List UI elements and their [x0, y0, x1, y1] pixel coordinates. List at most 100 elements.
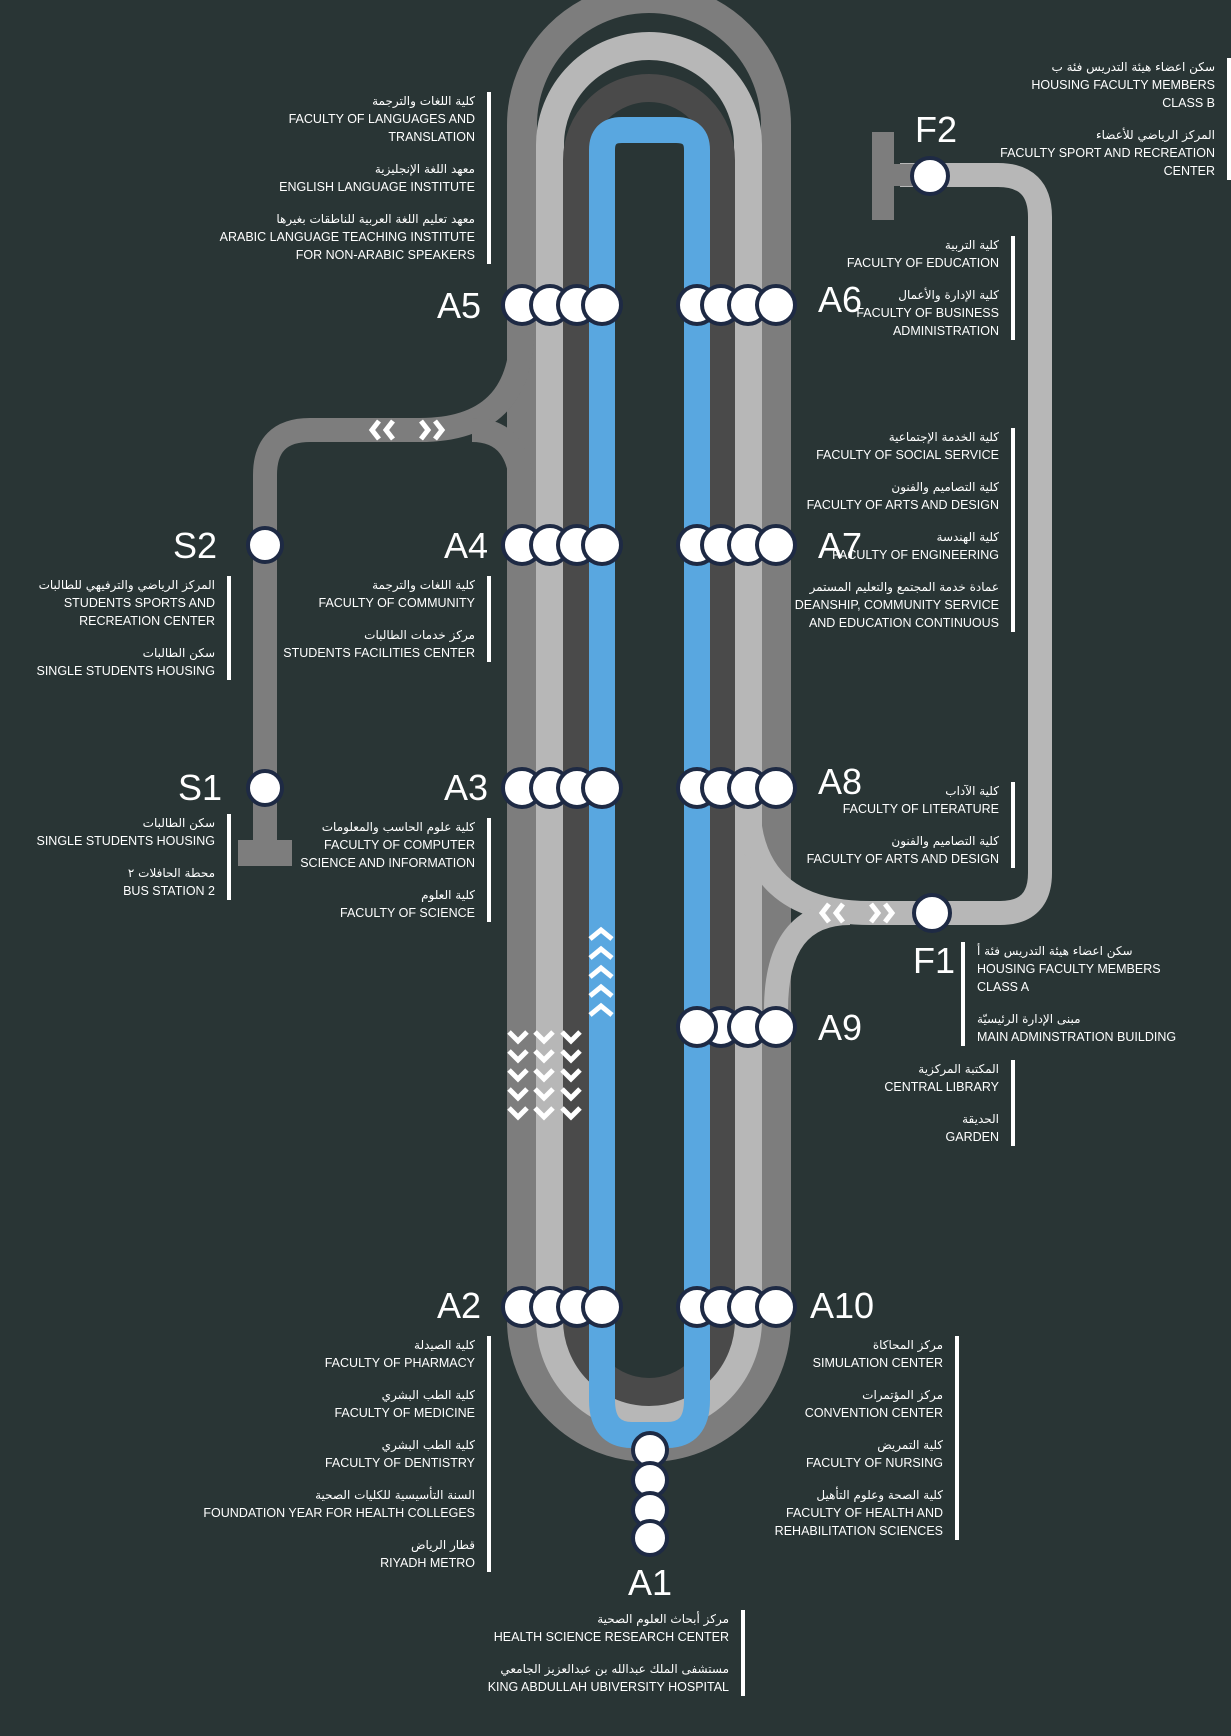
info-block-a1: مركز أبحاث العلوم الصحية HEALTH SCIENCE R… — [488, 1610, 745, 1696]
arabic-name: المركز الرياضي للأعضاء — [1096, 128, 1215, 142]
english-name: GARDEN — [945, 1130, 999, 1144]
down-chevron — [507, 1030, 529, 1045]
info-entry: كلية الإدارة والأعمال FACULTY OF BUSINESS… — [847, 286, 999, 340]
arabic-name: الحديقة — [962, 1112, 999, 1126]
down-chevron — [533, 1087, 555, 1102]
station-stop-a9 — [676, 1006, 718, 1048]
station-stops — [246, 156, 952, 1557]
arabic-name: مركز المؤتمرات — [862, 1388, 943, 1402]
arabic-name: كلية الصحة وعلوم التأهيل — [816, 1488, 943, 1502]
english-name: FACULTY OF ENGINEERING — [832, 548, 999, 562]
arabic-name: معهد اللغة الإنجليزية — [374, 162, 475, 176]
arabic-name: مركز خدمات الطالبات — [364, 628, 475, 642]
down-chevron — [560, 1049, 582, 1064]
english-name: BUS STATION 2 — [123, 884, 215, 898]
arabic-name: مبنى الإدارة الرئيسيّة — [977, 1012, 1081, 1026]
arabic-name: سكن الطالبات — [142, 646, 215, 660]
english-name: FACULTY OF ARTS AND DESIGN — [806, 852, 999, 866]
right-chevron — [883, 902, 896, 924]
info-entry: مستشفى الملك عبدالله بن عبدالعزيز الجامع… — [488, 1660, 729, 1696]
arabic-name: مستشفى الملك عبدالله بن عبدالعزيز الجامع… — [500, 1662, 729, 1676]
info-entry: المركز الرياضي للأعضاء FACULTY SPORT AND … — [1000, 126, 1215, 180]
s-branch-connector — [471, 418, 534, 496]
station-stop-a9 — [755, 1006, 797, 1048]
down-chevron — [533, 1068, 555, 1083]
info-entry: كلية التصاميم والفنون FACULTY OF ARTS AND… — [807, 832, 999, 868]
station-stop-a10 — [755, 1286, 797, 1328]
down-chevron — [533, 1049, 555, 1064]
info-block-f1: سكن اعضاء هيئة التدريس فئة أ HOUSING FACU… — [961, 942, 1176, 1046]
english-name: FACULTY OF MEDICINE — [334, 1406, 475, 1420]
info-entry: محطة الحافلات ٢ BUS STATION 2 — [37, 864, 215, 900]
right-chevron — [419, 419, 432, 441]
station-label-a4: A4 — [444, 525, 489, 566]
english-name: SINGLE STUDENTS HOUSING — [36, 664, 216, 678]
info-block-s1: سكن الطالبات SINGLE STUDENTS HOUSING محطة … — [37, 814, 231, 900]
down-chevron — [533, 1106, 555, 1121]
f-branch-track — [736, 163, 1052, 925]
arabic-name: عمادة خدمة المجتمع والتعليم المستمر — [809, 580, 999, 594]
down-chevron — [507, 1068, 529, 1083]
english-name: STUDENTS SPORTS AND RECREATION CENTER — [63, 596, 215, 628]
station-stop-a4 — [581, 524, 623, 566]
info-block-a4: كلية اللغات والترجمة FACULTY OF COMMUNITY… — [283, 576, 491, 662]
info-block-a8: كلية الآداب FACULTY OF LITERATURE كلية الت… — [807, 782, 1015, 868]
info-entry: كلية التصاميم والفنون FACULTY OF ARTS AND… — [795, 478, 999, 514]
arabic-name: كلية اللغات والترجمة — [372, 578, 475, 592]
arabic-name: كلية الطب البشري — [381, 1388, 475, 1402]
info-entry: كلية التربية FACULTY OF EDUCATION — [847, 236, 999, 272]
info-block-a9: المكتبة المركزية CENTRAL LIBRARY الحديقة GA… — [884, 1060, 1015, 1146]
station-label-a1: A1 — [628, 1562, 673, 1603]
up-chevron — [588, 926, 614, 941]
info-entry: مركز أبحاث العلوم الصحية HEALTH SCIENCE R… — [488, 1610, 729, 1646]
blue-route-track-loop — [602, 132, 697, 1405]
english-name: FOUNDATION YEAR FOR HEALTH COLLEGES — [203, 1506, 475, 1520]
route-tracks — [238, 0, 1052, 1462]
english-name: FACULTY OF DENTISTRY — [324, 1456, 475, 1470]
english-name: FACULTY OF COMMUNITY — [318, 596, 476, 610]
info-entry: الحديقة GARDEN — [884, 1110, 999, 1146]
station-label-a6: A6 — [818, 279, 863, 320]
blue-loop — [589, 117, 710, 1448]
info-entry: كلية الطب البشري FACULTY OF MEDICINE — [203, 1386, 475, 1422]
station-label-a3: A3 — [444, 767, 489, 808]
arabic-name: مركز المحاكاة — [872, 1338, 943, 1352]
down-chevron — [560, 1030, 582, 1045]
info-entry: كلية اللغات والترجمة FACULTY OF COMMUNITY — [283, 576, 476, 612]
english-name: FACULTY OF SOCIAL SERVICE — [816, 448, 999, 462]
right-chevron — [433, 419, 446, 441]
f-branch-connector — [764, 901, 851, 1011]
station-label-s2: S2 — [173, 525, 218, 566]
english-name: FACULTY OF ARTS AND DESIGN — [806, 498, 999, 512]
info-entry: كلية اللغات والترجمة FACULTY OF LANGUAGES… — [220, 92, 475, 146]
arabic-name: قطار الرياض — [411, 1538, 475, 1552]
station-label-f1: F1 — [913, 940, 956, 981]
info-entry: كلية العلوم FACULTY OF SCIENCE — [300, 886, 475, 922]
arabic-name: كلية الإدارة والأعمال — [898, 288, 999, 302]
arabic-name: سكن الطالبات — [142, 816, 215, 830]
arabic-name: سكن اعضاء هيئة التدريس فئة أ — [977, 944, 1133, 958]
english-name: FACULTY OF LANGUAGES AND TRANSLATION — [288, 112, 475, 144]
arabic-name: كلية التصاميم والفنون — [891, 480, 999, 494]
down-chevron — [507, 1106, 529, 1121]
info-entry: كلية الصحة وعلوم التأهيل FACULTY OF HEALT… — [775, 1486, 943, 1540]
up-chevron — [588, 983, 614, 998]
english-name: RIYADH METRO — [380, 1556, 475, 1570]
english-name: FACULTY OF BUSINESS ADMINISTRATION — [856, 306, 999, 338]
up-chevron — [588, 964, 614, 979]
info-block-f2: سكن اعضاء هيئة التدريس فئة ب HOUSING FACU… — [1000, 58, 1231, 180]
info-entry: كلية الهندسة FACULTY OF ENGINEERING — [795, 528, 999, 564]
arabic-name: كلية اللغات والترجمة — [372, 94, 475, 108]
english-name: HOUSING FACULTY MEMBERS CLASS B — [1031, 78, 1215, 110]
station-stop-a3 — [581, 767, 623, 809]
station-stop-a8 — [755, 767, 797, 809]
english-name: CONVENTION CENTER — [804, 1406, 943, 1420]
english-name: FACULTY SPORT AND RECREATION CENTER — [1000, 146, 1215, 178]
arabic-name: كلية التمريض — [877, 1438, 943, 1452]
info-entry: سكن الطالبات SINGLE STUDENTS HOUSING — [37, 644, 216, 680]
english-name: FACULTY OF NURSING — [805, 1456, 943, 1470]
english-name: FACULTY OF SCIENCE — [340, 906, 475, 920]
english-name: STUDENTS FACILITIES CENTER — [283, 646, 475, 660]
info-entry: معهد تعليم اللغة العربية للناطقات بغيرها… — [220, 210, 475, 264]
